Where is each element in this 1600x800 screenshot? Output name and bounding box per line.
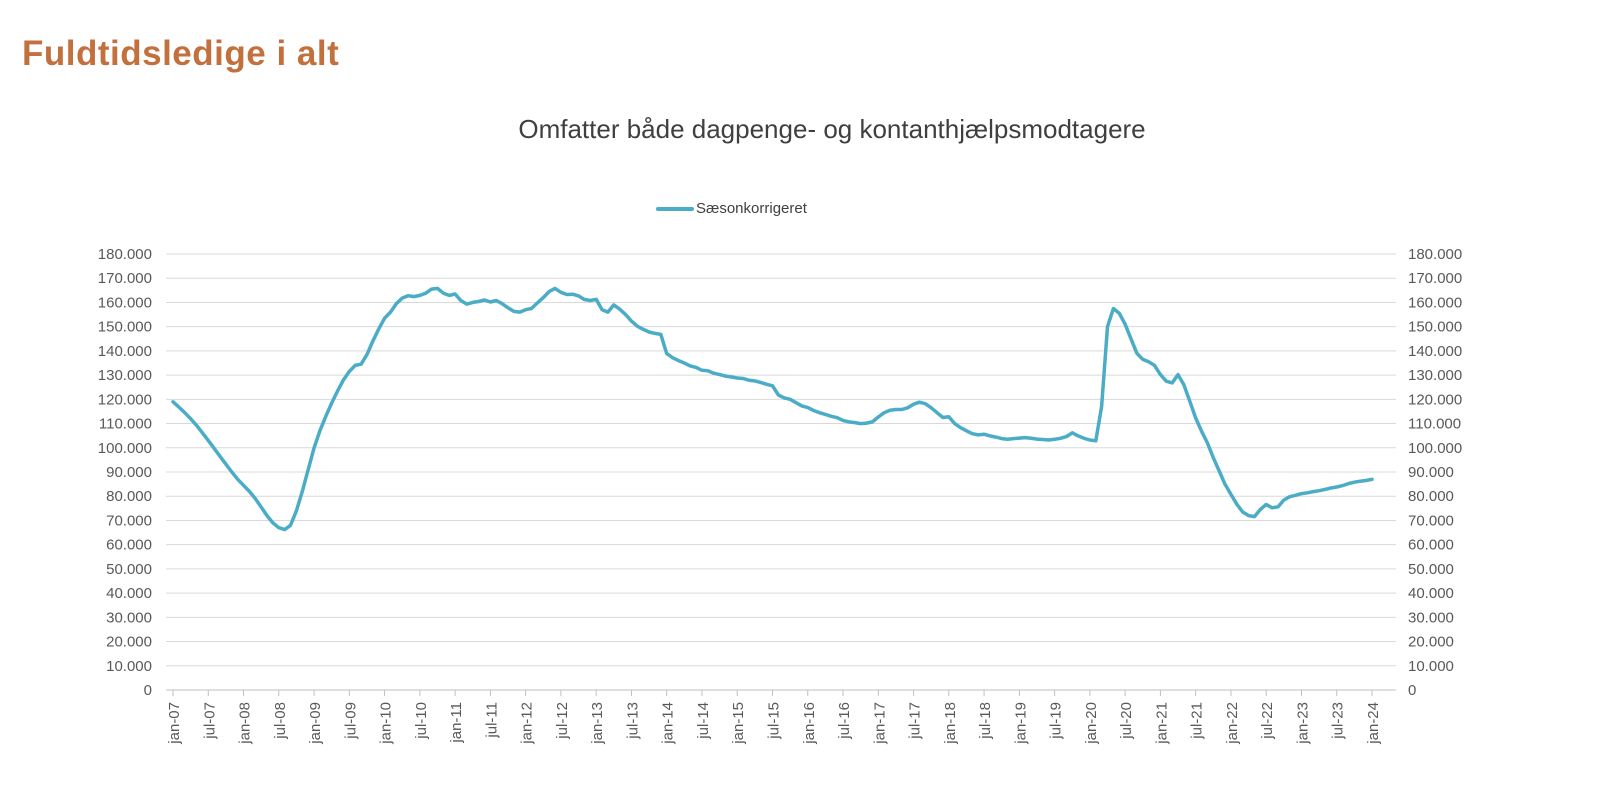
y-axis-label-right: 120.000 bbox=[1408, 391, 1462, 408]
y-axis-label-left: 70.000 bbox=[106, 512, 152, 529]
chart-legend: Sæsonkorrigeret bbox=[656, 200, 807, 217]
y-axis-label-right: 0 bbox=[1408, 682, 1416, 699]
x-axis-label: jan-09 bbox=[307, 702, 324, 745]
x-axis-label: jan-24 bbox=[1365, 702, 1382, 745]
y-axis-label-left: 0 bbox=[144, 682, 152, 699]
x-axis-label: jan-22 bbox=[1224, 702, 1241, 745]
x-axis-label: jul-14 bbox=[695, 702, 712, 740]
x-axis-label: jan-16 bbox=[801, 702, 818, 745]
series-line-saesonkorrigeret bbox=[171, 286, 1374, 532]
x-axis-label: jul-15 bbox=[766, 702, 783, 740]
x-axis-label: jul-16 bbox=[836, 702, 853, 740]
x-axis-label: jan-17 bbox=[871, 702, 888, 745]
y-axis-label-right: 10.000 bbox=[1408, 658, 1454, 675]
y-axis-label-right: 70.000 bbox=[1408, 512, 1454, 529]
x-axis-label: jan-07 bbox=[166, 702, 183, 745]
y-axis-label-right: 110.000 bbox=[1408, 416, 1461, 433]
x-axis-label: jul-22 bbox=[1259, 702, 1276, 740]
x-axis-label: jul-11 bbox=[483, 702, 500, 739]
y-axis-label-right: 30.000 bbox=[1408, 609, 1454, 626]
x-axis-label: jul-20 bbox=[1118, 702, 1135, 740]
x-axis-label: jul-13 bbox=[624, 702, 641, 740]
y-axis-label-left: 50.000 bbox=[106, 561, 152, 578]
x-axis-label: jul-07 bbox=[201, 702, 218, 740]
y-axis-label-right: 180.000 bbox=[1408, 246, 1462, 263]
x-axis-label: jan-11 bbox=[448, 702, 465, 744]
x-axis-label: jan-12 bbox=[519, 702, 536, 745]
y-axis-label-left: 10.000 bbox=[106, 658, 152, 675]
y-axis-label-left: 80.000 bbox=[106, 488, 152, 505]
x-axis-label: jul-23 bbox=[1330, 702, 1347, 740]
y-axis-label-right: 60.000 bbox=[1408, 537, 1454, 554]
x-axis-label: jul-21 bbox=[1189, 702, 1206, 740]
y-axis-label-left: 180.000 bbox=[98, 246, 152, 263]
x-axis-label: jul-08 bbox=[272, 702, 289, 740]
legend-line-icon bbox=[656, 206, 694, 211]
y-axis-label-left: 90.000 bbox=[106, 464, 152, 481]
y-axis-label-left: 140.000 bbox=[98, 343, 152, 360]
y-axis-label-left: 100.000 bbox=[98, 440, 152, 457]
y-axis-label-right: 100.000 bbox=[1408, 440, 1462, 457]
x-axis-label: jan-08 bbox=[237, 702, 254, 745]
y-axis-label-left: 150.000 bbox=[98, 319, 152, 336]
x-axis-label: jan-10 bbox=[378, 702, 395, 745]
x-axis-label: jul-12 bbox=[554, 702, 571, 740]
x-axis-label: jan-15 bbox=[730, 702, 747, 745]
x-axis-label: jan-14 bbox=[660, 702, 677, 745]
chart-subtitle: Omfatter både dagpenge- og kontanthjælps… bbox=[518, 114, 1146, 144]
legend-label: Sæsonkorrigeret bbox=[696, 200, 807, 217]
y-axis-label-left: 60.000 bbox=[106, 537, 152, 554]
page-title: Fuldtidsledige i alt bbox=[22, 34, 340, 73]
x-axis-label: jul-19 bbox=[1048, 702, 1065, 740]
x-axis-label: jan-13 bbox=[589, 702, 606, 745]
x-axis-label: jan-20 bbox=[1083, 702, 1100, 745]
y-axis-label-left: 120.000 bbox=[98, 391, 152, 408]
y-axis-label-left: 170.000 bbox=[98, 270, 152, 287]
y-axis-label-right: 130.000 bbox=[1408, 367, 1462, 384]
x-axis-label: jan-23 bbox=[1294, 702, 1311, 745]
y-axis-label-left: 160.000 bbox=[98, 294, 152, 311]
x-axis-label: jul-18 bbox=[977, 702, 994, 740]
y-axis-label-right: 80.000 bbox=[1408, 488, 1454, 505]
y-axis-label-right: 140.000 bbox=[1408, 343, 1462, 360]
y-axis-label-right: 50.000 bbox=[1408, 561, 1454, 578]
x-axis-label: jan-19 bbox=[1012, 702, 1029, 745]
y-axis-label-right: 170.000 bbox=[1408, 270, 1462, 287]
y-axis-label-left: 20.000 bbox=[106, 634, 152, 651]
y-axis-label-right: 20.000 bbox=[1408, 634, 1454, 651]
x-axis-label: jul-09 bbox=[342, 702, 359, 740]
y-axis-label-right: 90.000 bbox=[1408, 464, 1454, 481]
x-axis-label: jul-17 bbox=[907, 702, 924, 740]
x-axis-label: jan-21 bbox=[1153, 702, 1170, 745]
y-axis-label-right: 40.000 bbox=[1408, 585, 1454, 602]
x-axis-label: jul-10 bbox=[413, 702, 430, 740]
x-axis-label: jan-18 bbox=[942, 702, 959, 745]
y-axis-label-right: 160.000 bbox=[1408, 294, 1462, 311]
y-axis-label-left: 130.000 bbox=[98, 367, 152, 384]
y-axis-label-left: 30.000 bbox=[106, 609, 152, 626]
y-axis-label-left: 110.000 bbox=[99, 416, 152, 433]
y-axis-label-left: 40.000 bbox=[106, 585, 152, 602]
y-axis-label-right: 150.000 bbox=[1408, 319, 1462, 336]
